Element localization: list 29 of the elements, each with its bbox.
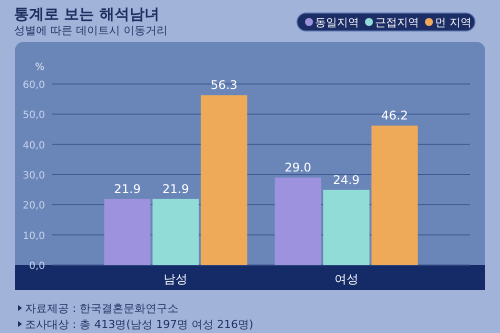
bar <box>274 178 322 265</box>
bar <box>200 95 248 265</box>
text: 29.0 <box>284 160 312 175</box>
chart-title: 통계로 보는 해석남녀 <box>14 5 160 23</box>
y-tick-label: 20,0 <box>22 200 45 212</box>
y-tick-label: 40,0 <box>22 140 45 152</box>
text: 56.3 <box>210 78 238 92</box>
y-tick-label: 60,0 <box>22 80 45 91</box>
legend-label: 먼 지역 <box>435 16 472 29</box>
text: 21.9 <box>162 182 190 196</box>
y-tick-label: 30,0 <box>22 170 45 182</box>
bar <box>323 190 370 265</box>
x-tick-label: 여성 <box>334 272 358 286</box>
text: 조사대상 : 총 413명(남성 197명 여성 216명) <box>25 318 254 331</box>
bar <box>371 126 418 265</box>
x-tick-label: 남성 <box>164 272 188 286</box>
legend-label: 동일지역 <box>315 16 359 29</box>
y-tick-label: 10,0 <box>22 230 45 242</box>
bar <box>152 198 199 265</box>
text: 46.2 <box>381 108 408 123</box>
text: 21.9 <box>114 182 141 196</box>
bar <box>104 198 151 265</box>
text: 24.9 <box>332 172 360 187</box>
y-tick-label: 50,0 <box>22 110 45 122</box>
chart-subtitle: 성별에 따른 데이트시 이동거리 <box>14 24 168 37</box>
y-axis-title: % <box>35 62 45 73</box>
text: 자료제공 : 한국결혼문화연구소 <box>25 302 179 315</box>
legend-label: 근접지역 <box>375 16 419 29</box>
y-tick-label: 0,0 <box>29 261 45 272</box>
